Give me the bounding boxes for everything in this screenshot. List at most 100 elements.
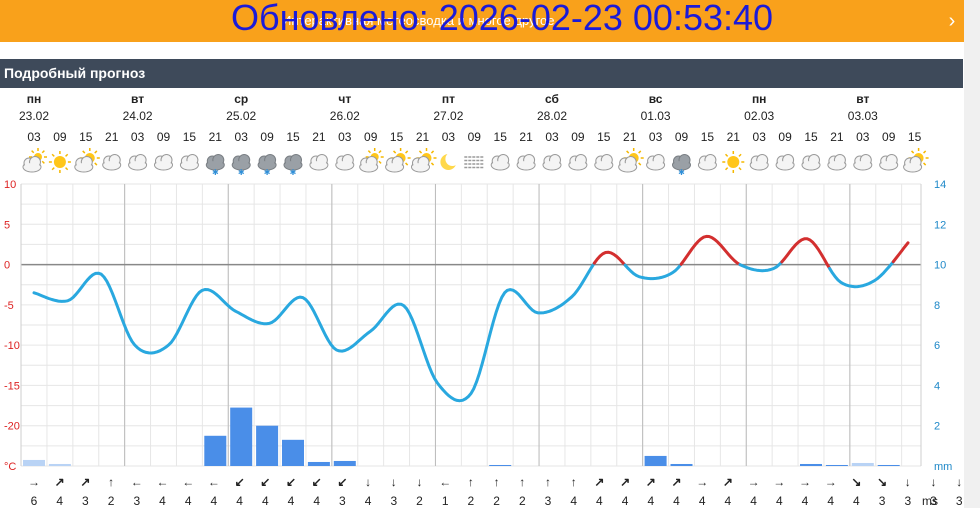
wind-speed-label: 4: [750, 494, 757, 508]
cloud-shape: [155, 161, 172, 169]
cloud-icon: [879, 154, 899, 171]
wind-speed-label: 4: [262, 494, 269, 508]
wind-speed-label: 3: [133, 494, 140, 508]
day-date: 02.03: [744, 109, 774, 123]
cloud-icon: [827, 154, 847, 171]
hour-label: 15: [494, 130, 508, 144]
hour-label: 15: [79, 130, 93, 144]
cloud-icon: [542, 154, 562, 171]
sun-ray: [910, 150, 915, 154]
wind-arrow-icon: ↑: [468, 475, 474, 489]
cloud-part: [359, 156, 379, 173]
scrollbar[interactable]: [964, 0, 980, 508]
day-name: вт: [131, 92, 144, 106]
partly-cloudy-night-icon: [22, 148, 47, 173]
hour-label: 09: [571, 130, 585, 144]
temperature-line: [780, 237, 832, 270]
precip-bar: [307, 461, 330, 466]
wind-speed-label: 4: [313, 494, 320, 508]
wind-speed-label: 4: [776, 494, 783, 508]
cloud-icon: [154, 154, 173, 171]
cloud-part: [618, 156, 638, 173]
wind-speed-label: 4: [827, 494, 834, 508]
wind-arrow-icon: ↑: [571, 475, 577, 489]
day-date: 23.02: [19, 109, 49, 123]
moon-icon: [440, 152, 460, 170]
precip-tick-label: 14: [934, 179, 946, 191]
hour-label: 21: [727, 130, 741, 144]
sun-ray: [638, 162, 642, 166]
hour-label: 09: [157, 130, 171, 144]
info-banner[interactable]: Интерактивная метеосводка и многое друго…: [0, 0, 964, 42]
temp-tick-label: -20: [4, 421, 20, 433]
sun-ray: [82, 150, 86, 154]
temperature-line: [891, 241, 910, 264]
wind-arrow-icon: ↗: [671, 475, 681, 489]
wind-arrow-icon: ↗: [620, 475, 630, 489]
hour-label: 15: [804, 130, 818, 144]
cloud-icon: [775, 154, 795, 171]
chevron-right-icon[interactable]: ›: [948, 10, 956, 32]
wind-speed-label: 4: [596, 494, 603, 508]
wind-arrow-icon: ←: [208, 475, 220, 489]
cloud-shape: [904, 163, 921, 171]
sun-ray: [31, 150, 35, 154]
temperature-line: [738, 260, 784, 273]
banner-text: Интерактивная метеосводка и многое друго…: [282, 13, 555, 28]
cloud-icon: [516, 154, 536, 171]
sun-ray: [738, 153, 742, 157]
wind-speed-label: 3: [339, 494, 346, 508]
wind-arrow-icon: ↙: [312, 475, 322, 489]
partly-cloudy-icon: [903, 148, 929, 173]
wind-arrow-icon: ↗: [55, 475, 65, 489]
hour-label: 15: [183, 130, 197, 144]
cloud-icon: [102, 154, 122, 171]
cloud-shape: [854, 161, 871, 169]
cloud-icon: [309, 154, 329, 171]
hour-label: 21: [623, 130, 637, 144]
wind-arrow-icon: ↓: [365, 475, 371, 489]
cloud-shape: [518, 161, 535, 169]
precip-bar: [204, 435, 227, 466]
sun-ray: [392, 150, 397, 154]
cloud-icon: [853, 154, 873, 171]
cloud-shape: [103, 161, 120, 169]
hour-label: 03: [856, 130, 870, 144]
day-name: пн: [27, 92, 42, 106]
sun-ray: [405, 162, 409, 166]
wind-speed-label: 3: [545, 494, 552, 508]
day-name: ср: [234, 92, 248, 106]
wind-arrow-icon: ↙: [337, 475, 347, 489]
sun-ray: [724, 153, 729, 157]
precip-tick-label: 4: [934, 380, 940, 392]
wind-speed-label: 3: [904, 494, 911, 508]
wind-arrow-icon: ↓: [905, 475, 911, 489]
wind-arrow-icon: ←: [131, 475, 143, 489]
precip-bar: [23, 459, 45, 466]
wind-arrow-icon: ↗: [723, 475, 733, 489]
wind-speed-label: 2: [108, 494, 115, 508]
snow-cloud-icon: ✱: [257, 154, 277, 177]
wind-arrow-icon: ↑: [519, 475, 525, 489]
cloud-shape: [259, 161, 276, 169]
cloud-shape: [751, 161, 768, 169]
hour-label: 21: [519, 130, 533, 144]
cloud-part: [74, 156, 94, 173]
cloud-shape: [233, 161, 250, 169]
precip-bar: [670, 463, 693, 466]
wind-speed-label: 4: [56, 494, 63, 508]
sun-ray: [94, 150, 98, 154]
sun-ray: [430, 150, 435, 154]
day-date: 01.03: [641, 109, 671, 123]
wind-arrow-icon: ↗: [80, 475, 90, 489]
wind-arrow-icon: ↑: [545, 475, 551, 489]
partly-cloudy-icon: [618, 148, 644, 173]
wind-arrow-icon: ←: [182, 475, 194, 489]
cloud-icon: [335, 154, 355, 171]
wind-speed-label: 4: [725, 494, 732, 508]
wind-arrow-icon: →: [773, 475, 785, 489]
wind-speed-label: 4: [211, 494, 218, 508]
cloud-icon: [594, 154, 614, 171]
wind-speed-label: 1: [442, 494, 449, 508]
cloud-shape: [828, 161, 845, 169]
